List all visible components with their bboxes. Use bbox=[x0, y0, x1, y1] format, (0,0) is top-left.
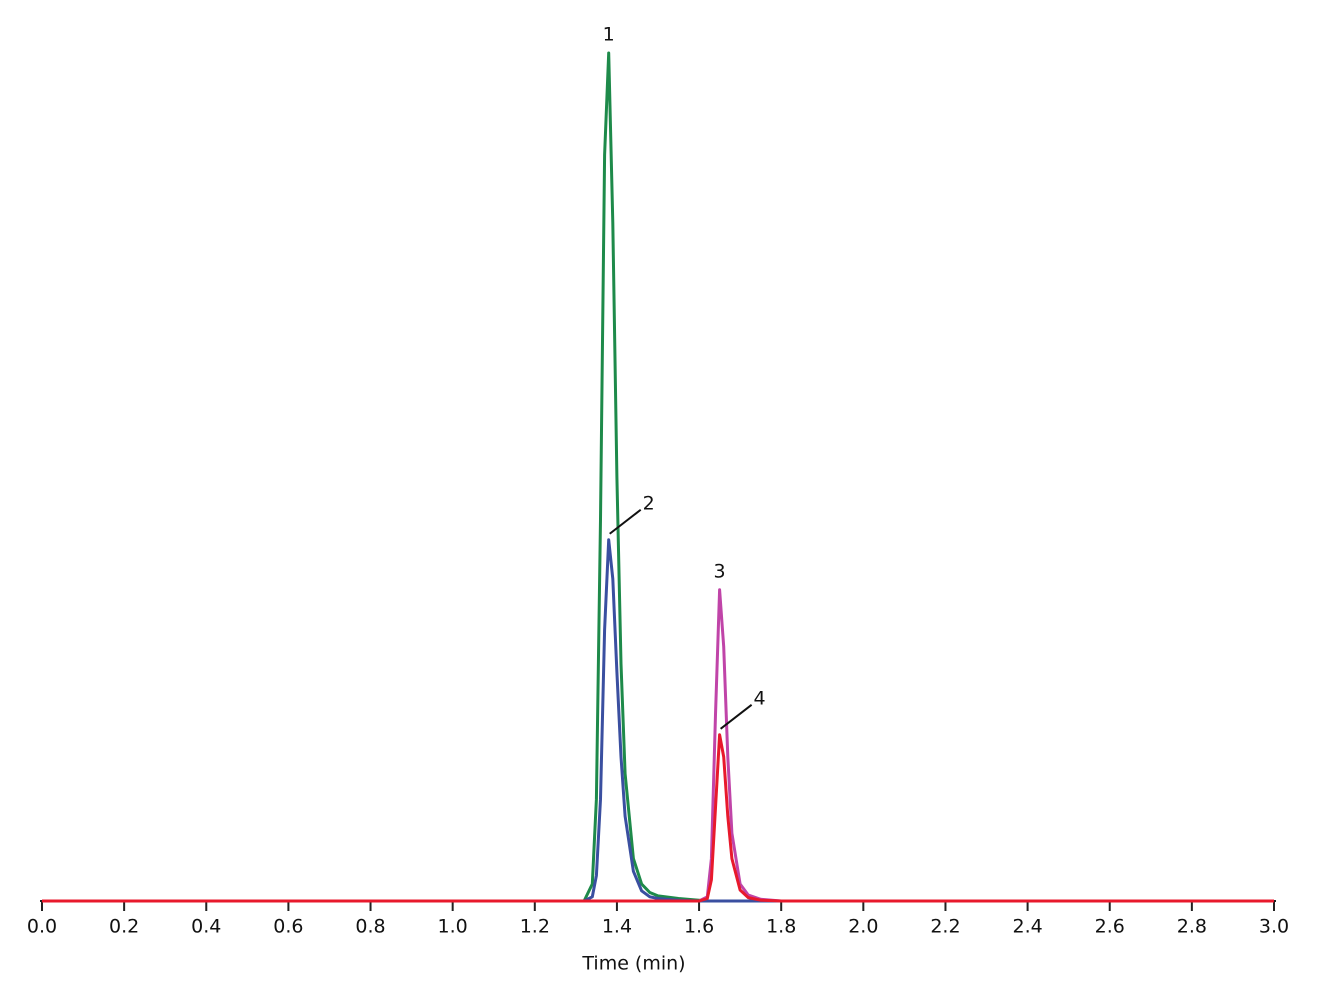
x-tick-label: 1.8 bbox=[766, 916, 796, 938]
peak-annotation: 3 bbox=[714, 560, 726, 582]
x-tick-label: 2.4 bbox=[1012, 916, 1042, 938]
series-line bbox=[42, 733, 1274, 903]
series-line bbox=[42, 588, 1274, 903]
peak-annotation: 4 bbox=[754, 687, 766, 709]
x-tick-label: 2.0 bbox=[848, 916, 878, 938]
x-axis-label: Time (min) bbox=[581, 953, 685, 975]
x-tick-label: 1.0 bbox=[438, 916, 468, 938]
x-tick-label: 3.0 bbox=[1259, 916, 1289, 938]
x-tick-label: 0.0 bbox=[27, 916, 57, 938]
series-line bbox=[42, 51, 1274, 903]
x-tick-label: 0.2 bbox=[109, 916, 139, 938]
x-tick-label: 0.8 bbox=[355, 916, 385, 938]
annotation-leader bbox=[609, 508, 642, 535]
x-tick-label: 2.8 bbox=[1177, 916, 1207, 938]
annotation-leader bbox=[719, 704, 753, 730]
x-tick-label: 0.6 bbox=[273, 916, 303, 938]
peak-annotation: 2 bbox=[643, 492, 655, 514]
x-tick-label: 0.4 bbox=[191, 916, 221, 938]
x-tick-label: 2.2 bbox=[930, 916, 960, 938]
peak-annotation: 1 bbox=[603, 24, 615, 46]
x-tick-label: 1.4 bbox=[602, 916, 632, 938]
x-tick-label: 2.6 bbox=[1095, 916, 1125, 938]
x-tick-label: 1.6 bbox=[684, 916, 714, 938]
x-tick-label: 1.2 bbox=[520, 916, 550, 938]
series-line bbox=[42, 538, 1274, 903]
